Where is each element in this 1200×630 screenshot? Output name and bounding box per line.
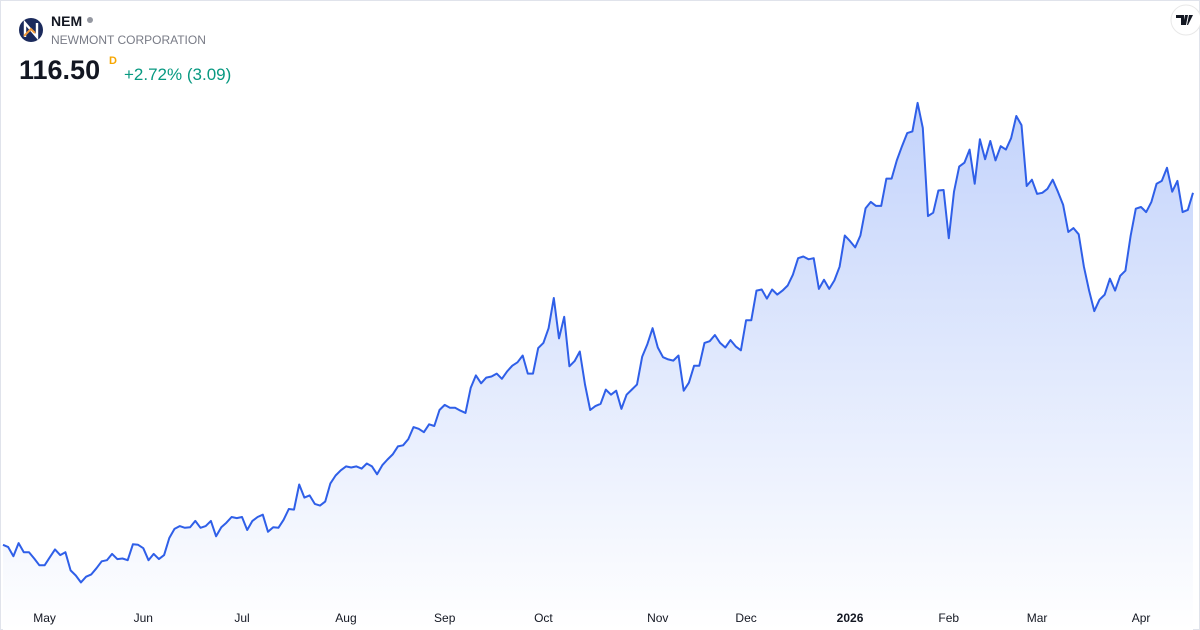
x-tick-label: Oct bbox=[534, 611, 553, 625]
status-dot bbox=[87, 17, 93, 23]
x-tick-label: Mar bbox=[1027, 611, 1048, 625]
area-fill bbox=[3, 102, 1193, 630]
tv-logo bbox=[1176, 15, 1193, 25]
company-name: NEWMONT CORPORATION bbox=[51, 33, 206, 47]
x-tick-label: Jun bbox=[134, 611, 153, 625]
x-tick-label: May bbox=[33, 611, 56, 625]
x-tick-label: Sep bbox=[434, 611, 456, 625]
x-tick-label: Apr bbox=[1132, 611, 1151, 625]
symbol: NEM bbox=[51, 13, 83, 29]
interval: D bbox=[109, 55, 117, 67]
x-tick-label: Dec bbox=[735, 611, 756, 625]
x-tick-label: Aug bbox=[335, 611, 356, 625]
x-tick-label: 2026 bbox=[837, 611, 864, 625]
x-tick-label: Nov bbox=[647, 611, 668, 625]
x-tick-label: Feb bbox=[938, 611, 959, 625]
price-line bbox=[2, 101, 1194, 584]
x-tick-label: Jul bbox=[234, 611, 249, 625]
logo-accent bbox=[23, 27, 36, 37]
change: +2.72% (3.09) bbox=[124, 65, 232, 84]
price: 116.50 bbox=[19, 55, 101, 85]
